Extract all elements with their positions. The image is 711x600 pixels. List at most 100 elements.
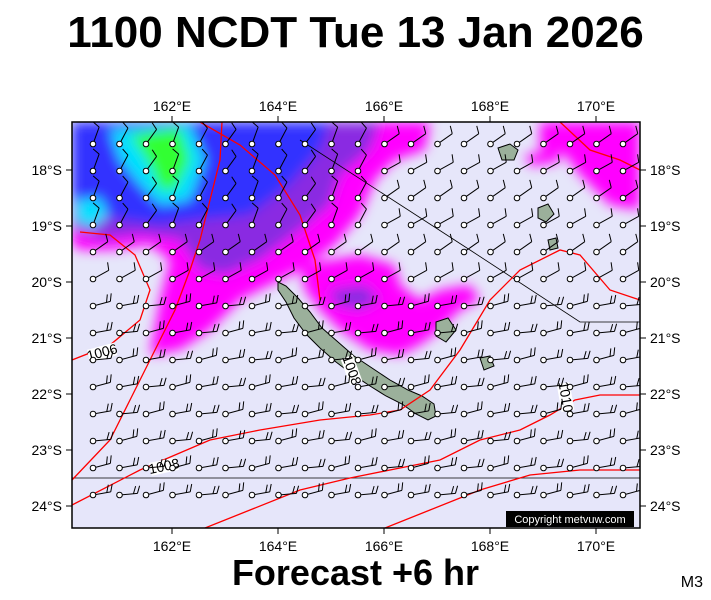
lat-label-18: 18°S <box>31 162 62 178</box>
wind-barb <box>593 428 616 445</box>
wind-barb <box>195 122 208 148</box>
wind-barb <box>89 262 110 283</box>
wind-barb <box>540 233 559 256</box>
wind-barb <box>487 402 511 418</box>
wind-barb <box>142 122 157 148</box>
wind-barb <box>460 401 483 418</box>
wind-barb <box>540 320 563 337</box>
copyright-box: Copyright metvuw.com <box>506 511 634 527</box>
wind-barb <box>275 294 299 310</box>
wind-barb <box>89 374 112 391</box>
wind-barb <box>142 458 167 472</box>
wind-barb <box>566 179 586 202</box>
wind-barb <box>328 202 339 229</box>
longitude-labels-top: 162°E 164°E 166°E 168°E 170°E <box>153 98 615 114</box>
longitude-labels-bottom: 162°E 164°E 166°E 168°E 170°E <box>153 538 615 554</box>
wind-barb <box>275 428 298 445</box>
wind-barb <box>169 455 192 472</box>
wind-barb <box>513 456 537 472</box>
wind-barb <box>301 262 322 283</box>
wind-barb <box>487 125 506 148</box>
wind-barb <box>301 348 325 364</box>
wind-barb <box>248 202 259 229</box>
wind-barb <box>593 404 618 418</box>
wind-barb <box>593 485 618 499</box>
wind-barb <box>619 349 640 364</box>
wind-barb <box>593 456 617 472</box>
wind-barb <box>222 401 245 418</box>
wind-barb <box>381 233 400 256</box>
lon-label-170-bottom: 170°E <box>577 538 615 554</box>
wind-barb <box>301 149 316 175</box>
wind-barb <box>169 321 193 337</box>
wind-barb <box>169 175 180 202</box>
wind-barb <box>222 122 237 148</box>
wind-barb <box>195 456 219 472</box>
wind-barb <box>275 323 300 337</box>
wind-barb <box>460 377 485 391</box>
wind-barb <box>460 208 481 229</box>
wind-barb <box>195 262 216 283</box>
wind-barb <box>407 321 431 337</box>
wind-barb <box>354 347 377 364</box>
wind-barb <box>566 321 590 337</box>
wind-barb <box>434 347 457 364</box>
wind-barb <box>195 428 218 445</box>
wind-barb <box>169 148 180 175</box>
wind-barb <box>222 203 237 229</box>
wind-barb <box>566 293 589 310</box>
wind-barb <box>275 122 288 148</box>
wind-barb <box>248 175 259 202</box>
wind-barb <box>434 456 458 472</box>
lat-label-21: 21°S <box>31 330 62 346</box>
latitude-labels-right: 18°S 19°S 20°S 21°S 22°S 23°S 24°S <box>650 162 681 514</box>
wind-barb <box>328 431 353 445</box>
wind-barb <box>248 321 272 337</box>
wind-barb <box>487 233 506 256</box>
wind-barb <box>275 456 299 472</box>
wind-barb <box>169 293 192 310</box>
wind-barb <box>513 404 538 418</box>
wind-barb <box>328 293 351 310</box>
wind-barb <box>89 455 112 472</box>
wind-barb <box>381 458 406 472</box>
wind-barb <box>222 296 247 310</box>
wind-barb <box>354 404 379 418</box>
wind-barb <box>381 296 406 310</box>
wind-barb <box>434 154 454 175</box>
lon-label-166-bottom: 166°E <box>365 538 403 554</box>
wind-barb <box>460 154 481 175</box>
wind-barb <box>142 377 167 391</box>
map-frame <box>71 121 641 529</box>
wind-barb <box>566 350 591 364</box>
wind-barb <box>513 125 533 148</box>
wind-barb <box>328 374 351 391</box>
wind-barb <box>116 294 140 310</box>
wind-barb <box>89 402 113 418</box>
wind-barb <box>487 208 507 229</box>
wind-barb <box>248 483 272 499</box>
wind-barb <box>487 293 510 310</box>
wind-barb <box>566 154 587 175</box>
wind-barb <box>275 148 288 175</box>
wind-barb <box>513 375 537 391</box>
wind-barb <box>169 122 180 148</box>
wind-barb <box>222 320 245 337</box>
wind-barb <box>169 402 193 418</box>
wind-barb <box>434 375 458 391</box>
lon-label-164-bottom: 164°E <box>259 538 297 554</box>
wind-barb <box>434 233 453 256</box>
wind-barb <box>142 203 157 229</box>
wind-barb <box>116 122 129 148</box>
wind-barb <box>301 458 326 472</box>
wind-barb <box>513 323 538 337</box>
wind-barb <box>116 375 140 391</box>
wind-barb <box>222 377 247 391</box>
wind-barb <box>275 202 288 229</box>
wind-barb <box>248 431 273 445</box>
wind-barb <box>275 347 298 364</box>
wind-barb <box>354 262 375 283</box>
wind-barb <box>540 296 565 310</box>
wind-barb <box>540 429 564 445</box>
wind-barb <box>540 262 560 283</box>
